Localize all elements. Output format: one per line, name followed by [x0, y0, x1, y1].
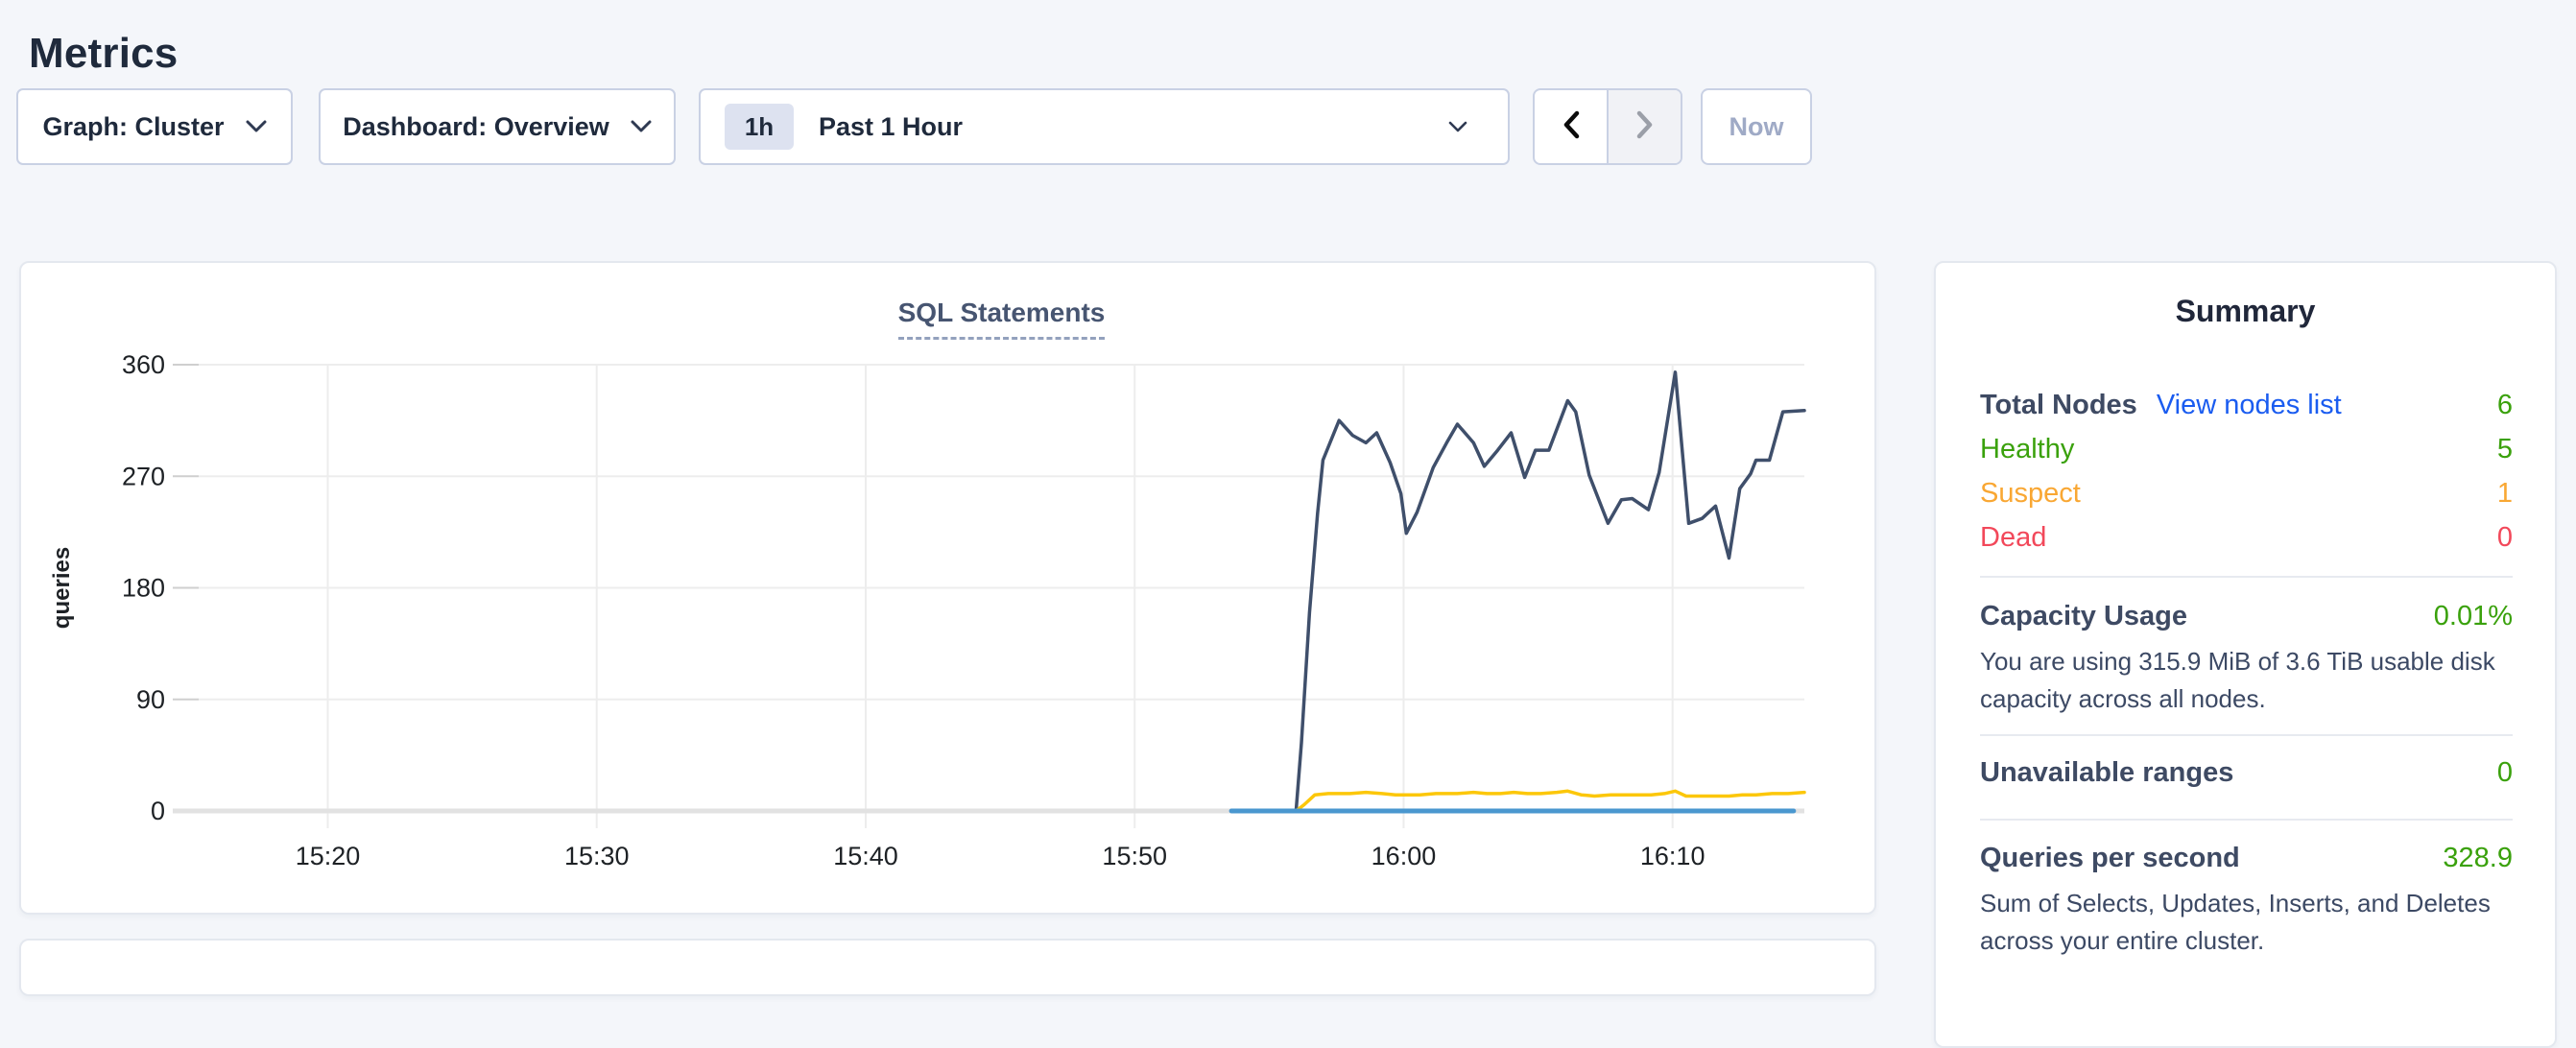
metrics-toolbar: Graph: Cluster Dashboard: Overview 1h Pa… — [16, 88, 1812, 165]
node-status-row-dead: Dead 0 — [1980, 515, 2513, 560]
node-status-label: Healthy — [1980, 433, 2075, 464]
next-chart-card — [19, 939, 1876, 996]
x-axis-tick-label: 16:10 — [1640, 842, 1705, 870]
chevron-down-icon — [246, 120, 267, 133]
y-axis-title: queries — [49, 547, 75, 629]
sql-statements-plot[interactable]: 15:20 15:30 15:40 15:50 16:00 16:10 0 90 180 270 3… — [21, 263, 1878, 917]
node-status-value: 1 — [2496, 477, 2513, 509]
chart-title[interactable]: SQL Statements — [897, 298, 1106, 340]
unavailable-ranges-label: Unavailable ranges — [1980, 756, 2234, 788]
unavailable-ranges-row: Unavailable ranges 0 — [1980, 750, 2513, 795]
total-nodes-label: Total Nodes — [1980, 389, 2137, 420]
node-status-value: 0 — [2496, 521, 2513, 553]
graph-selector-dropdown[interactable]: Graph: Cluster — [16, 88, 293, 165]
page-title: Metrics — [29, 30, 179, 78]
queries-per-second-row: Queries per second 328.9 — [1980, 836, 2513, 880]
chart-title-wrap: SQL Statements — [199, 298, 1804, 340]
previous-time-window-button[interactable] — [1535, 90, 1607, 163]
y-axis-tick-label: 270 — [122, 462, 165, 490]
x-axis-tick-label: 15:20 — [296, 842, 361, 870]
capacity-usage-label: Capacity Usage — [1980, 600, 2187, 631]
chevron-right-icon — [1634, 109, 1656, 145]
x-axis-tick-label: 15:50 — [1102, 842, 1167, 870]
queries-per-second-value: 328.9 — [2443, 842, 2513, 873]
time-range-badge: 1h — [725, 104, 794, 150]
dashboard-selector-label: Dashboard: Overview — [343, 111, 609, 141]
summary-divider — [1980, 576, 2513, 578]
node-status-row-healthy: Healthy 5 — [1980, 427, 2513, 471]
y-axis-tick-label: 360 — [122, 350, 165, 379]
graph-selector-label: Graph: Cluster — [42, 111, 225, 141]
node-status-label: Suspect — [1980, 477, 2081, 509]
node-status-value: 5 — [2496, 433, 2513, 464]
queries-per-second-description: Sum of Selects, Updates, Inserts, and De… — [1980, 889, 2491, 955]
y-axis-tick-label: 0 — [151, 797, 165, 825]
node-status-row-suspect: Suspect 1 — [1980, 471, 2513, 515]
total-nodes-value: 6 — [2496, 389, 2513, 420]
chevron-down-icon — [631, 120, 652, 133]
y-axis-tick-label: 90 — [136, 685, 165, 714]
view-nodes-list-link[interactable]: View nodes list — [2156, 389, 2342, 420]
time-range-dropdown[interactable]: 1h Past 1 Hour — [699, 88, 1510, 165]
chevron-down-icon — [1448, 121, 1467, 133]
summary-panel: Summary Total Nodes View nodes list 6 He… — [1934, 261, 2557, 1048]
time-shift-button-group — [1533, 88, 1682, 165]
x-axis-tick-label: 15:30 — [564, 842, 630, 870]
capacity-usage-row: Capacity Usage 0.01% — [1980, 594, 2513, 638]
summary-divider — [1980, 819, 2513, 821]
summary-divider — [1980, 734, 2513, 736]
total-nodes-row: Total Nodes View nodes list 6 — [1980, 383, 2513, 427]
unavailable-ranges-value: 0 — [2496, 756, 2513, 788]
capacity-usage-description: You are using 315.9 MiB of 3.6 TiB usabl… — [1980, 647, 2495, 713]
now-button[interactable]: Now — [1701, 88, 1812, 165]
x-axis-tick-label: 15:40 — [833, 842, 898, 870]
node-status-label: Dead — [1980, 521, 2047, 553]
chart-line-series-1 — [1294, 789, 1806, 813]
dashboard-selector-dropdown[interactable]: Dashboard: Overview — [319, 88, 676, 165]
summary-title: Summary — [2175, 294, 2316, 328]
y-axis-tick-label: 180 — [122, 574, 165, 603]
time-range-label: Past 1 Hour — [819, 111, 964, 141]
chart-line-series-0 — [1294, 370, 1806, 813]
sql-statements-chart-card: SQL Statements 15:20 15:30 15:40 15:50 16:00… — [19, 261, 1876, 915]
next-time-window-button[interactable] — [1607, 90, 1681, 163]
x-axis-tick-label: 16:00 — [1371, 842, 1437, 870]
capacity-usage-value: 0.01% — [2433, 600, 2513, 631]
queries-per-second-label: Queries per second — [1980, 842, 2240, 873]
chevron-left-icon — [1561, 109, 1582, 145]
